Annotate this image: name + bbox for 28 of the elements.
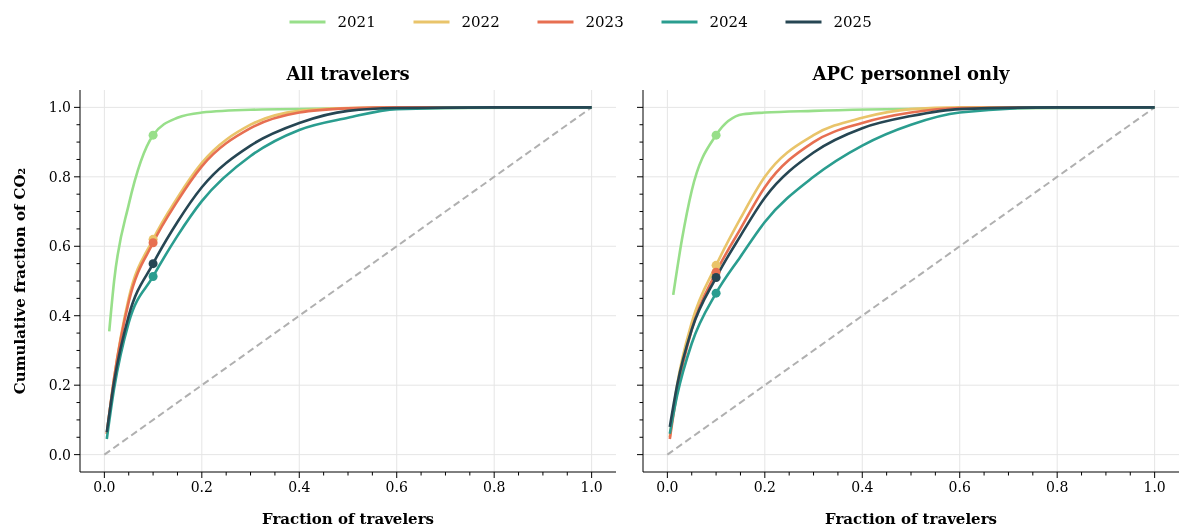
y-tick-label: 0.0 <box>48 446 71 463</box>
y-axis-title: Cumulative fraction of CO₂ <box>11 167 29 395</box>
x-tick-label: 0.0 <box>93 479 116 495</box>
y-tick-label: 0.4 <box>48 307 72 324</box>
x-tick-label: 0.8 <box>483 479 506 495</box>
x-tick-label: 0.0 <box>656 479 679 495</box>
x-tick-label: 0.8 <box>1046 479 1069 495</box>
y-tick-label: 0.8 <box>48 168 71 185</box>
legend-label: 2024 <box>709 13 748 32</box>
x-tick-label: 0.4 <box>851 479 874 495</box>
x-tick-label: 1.0 <box>580 479 603 495</box>
legend-label: 2025 <box>833 13 872 32</box>
y-tick-label: 1.0 <box>48 99 71 116</box>
legend-label: 2022 <box>461 13 500 32</box>
x-axis-title: Fraction of travelers <box>825 510 997 528</box>
legend-label: 2021 <box>337 13 376 32</box>
x-tick-label: 0.6 <box>385 479 408 495</box>
y-tick-label: 0.2 <box>48 377 71 394</box>
chart-title: APC personnel only <box>811 63 1010 84</box>
chart-title: All travelers <box>285 63 410 84</box>
y-tick-label: 0.6 <box>48 238 72 255</box>
x-tick-label: 0.4 <box>288 479 311 495</box>
x-tick-label: 0.2 <box>753 479 776 495</box>
x-tick-label: 0.6 <box>948 479 971 495</box>
legend-label: 2023 <box>585 13 624 32</box>
x-tick-label: 0.2 <box>190 479 213 495</box>
x-tick-label: 1.0 <box>1143 479 1166 495</box>
x-axis-title: Fraction of travelers <box>262 510 434 528</box>
